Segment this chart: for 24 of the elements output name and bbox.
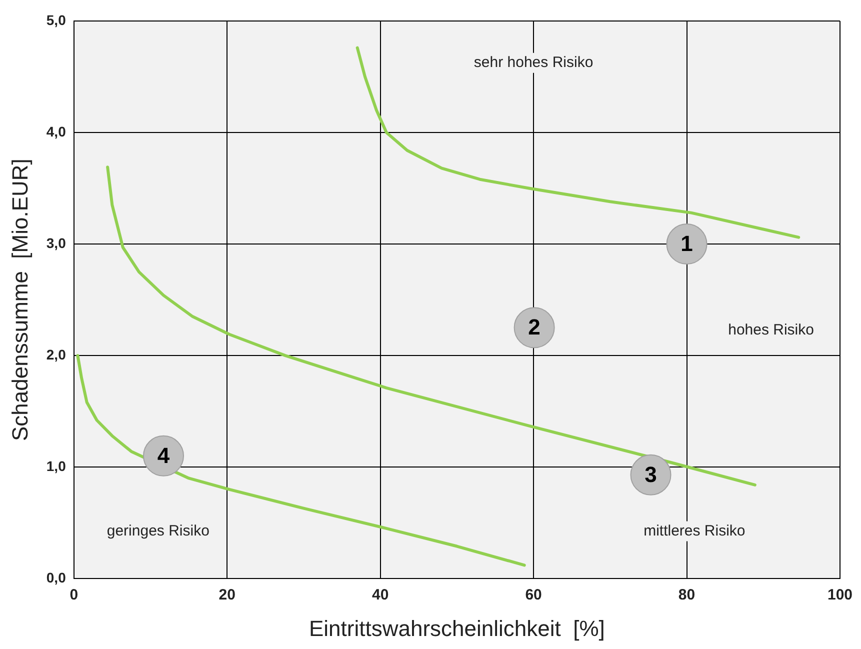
x-tick-label: 20 (218, 586, 236, 604)
annotation: 4 (157, 442, 170, 468)
annotation: 1 (680, 231, 693, 256)
y-tick-label: 0,0 (46, 569, 66, 586)
y-axis-title: Schadenssumme [Mio.EUR] (7, 158, 32, 442)
x-axis-title: Eintrittswahrscheinlichkeit [%] (308, 616, 605, 641)
x-tick-label: 0 (70, 586, 78, 604)
point (666, 224, 708, 265)
x-tick-label: 100 (827, 586, 853, 604)
annotation: mittleres Risiko (644, 522, 746, 540)
y-tick-label: 2,0 (46, 346, 66, 362)
point (514, 307, 555, 348)
y-tick-label: 5,0 (46, 12, 66, 28)
y-tick-label: 1,0 (46, 458, 66, 474)
annotation: 2 (528, 314, 540, 340)
annotation: 3 (644, 462, 657, 487)
y-tick-label: 4,0 (46, 123, 66, 140)
annotation: sehr hohes Risiko (474, 54, 594, 71)
annotation: geringes Risiko (106, 522, 210, 540)
x-tick-label: 80 (678, 586, 696, 604)
x-tick-label: 60 (525, 586, 542, 604)
annotation: hohes Risiko (728, 322, 814, 339)
x-tick-label: 40 (372, 586, 389, 604)
y-tick-label: 3,0 (46, 234, 66, 251)
